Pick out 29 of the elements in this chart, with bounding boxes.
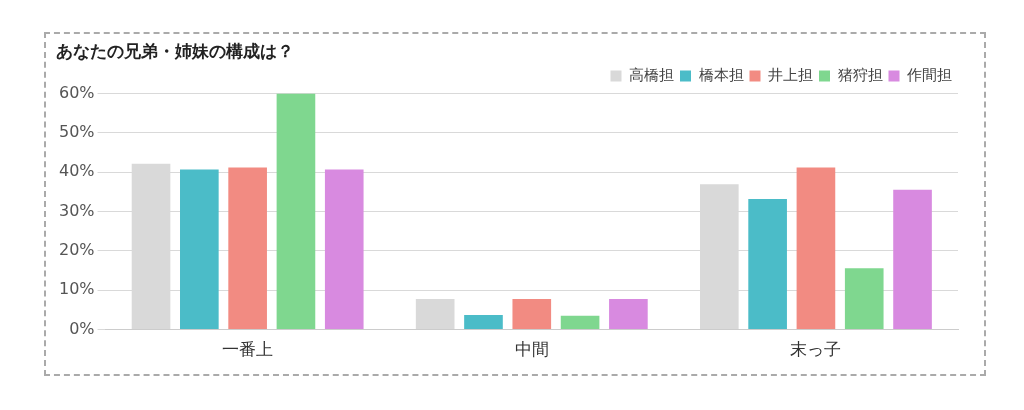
bar bbox=[844, 268, 884, 330]
legend-label: 橋本担 bbox=[698, 65, 744, 84]
bar bbox=[180, 169, 219, 330]
y-tick-label: 40% bbox=[59, 161, 95, 181]
bar bbox=[415, 298, 455, 330]
y-tick-label: 30% bbox=[59, 200, 95, 220]
legend-label: 作間担 bbox=[906, 65, 952, 84]
x-tick-label: 一番上 bbox=[222, 339, 274, 360]
legend-label: 高橋担 bbox=[629, 65, 674, 84]
legend-label: 猪狩担 bbox=[837, 65, 883, 84]
x-tick-label: 中間 bbox=[514, 339, 549, 360]
y-tick-label: 60% bbox=[59, 82, 95, 102]
bar bbox=[609, 298, 648, 330]
y-tick-label: 10% bbox=[59, 279, 95, 299]
bar bbox=[276, 93, 316, 330]
legend-label: 井上担 bbox=[768, 65, 813, 84]
bar bbox=[796, 167, 836, 330]
bar bbox=[893, 189, 932, 330]
bar bbox=[324, 169, 364, 330]
y-tick-label: 0% bbox=[69, 318, 95, 338]
bar bbox=[512, 298, 552, 330]
bar bbox=[748, 198, 787, 330]
y-tick-label: 50% bbox=[59, 121, 95, 141]
y-tick-label: 20% bbox=[59, 240, 95, 260]
bar bbox=[560, 315, 600, 330]
bar bbox=[228, 167, 267, 330]
bar bbox=[464, 315, 503, 330]
chart-title: あなたの兄弟・姉妹の構成は？ bbox=[56, 40, 294, 61]
x-tick-label: 末っ子 bbox=[790, 339, 842, 360]
